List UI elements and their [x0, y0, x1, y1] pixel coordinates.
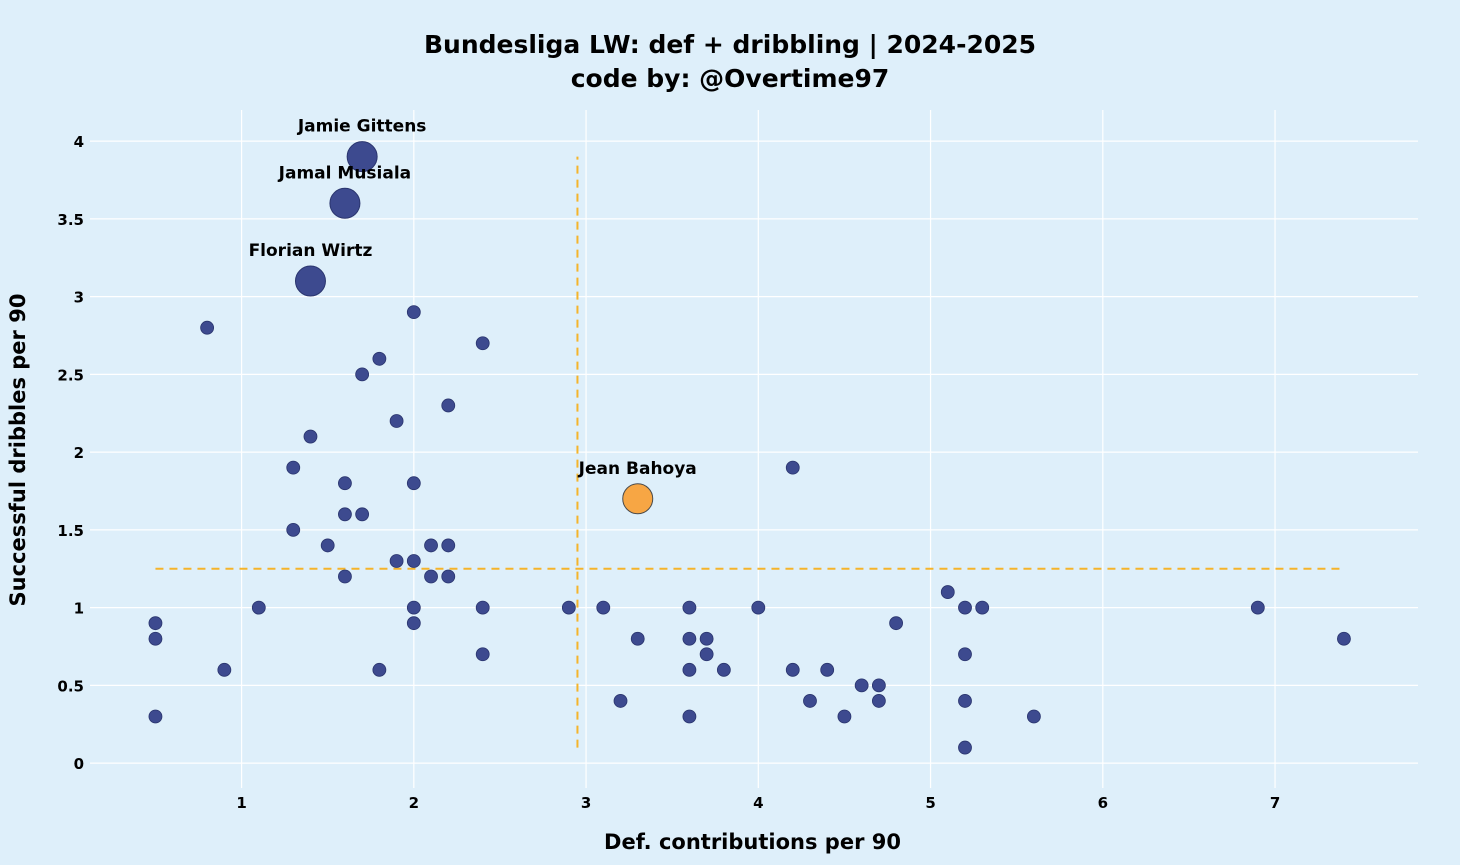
point-label: Jamie Gittens [297, 117, 427, 137]
data-point [837, 709, 852, 724]
data-point [475, 600, 490, 615]
data-point [699, 631, 714, 646]
data-point [785, 662, 800, 677]
y-axis-title: Successful dribbles per 90 [6, 293, 30, 607]
data-point [889, 616, 904, 631]
data-point [1250, 600, 1265, 615]
data-point [699, 647, 714, 662]
labeled-data-point [329, 187, 361, 219]
chart-title: Bundesliga LW: def + dribbling | 2024-20… [423, 30, 1037, 59]
x-tick-label: 5 [925, 794, 935, 812]
data-point [958, 740, 972, 755]
point-label: Florian Wirtz [249, 241, 373, 261]
data-point [682, 709, 697, 724]
x-tick-label: 3 [581, 794, 591, 812]
x-axis-title: Def. contributions per 90 [604, 830, 901, 854]
y-tick-label: 2.5 [57, 366, 84, 384]
y-tick-label: 1 [74, 600, 84, 618]
data-point [406, 600, 421, 615]
labeled-data-point [622, 483, 654, 515]
data-point [372, 351, 387, 366]
data-point [338, 569, 352, 584]
y-tick-label: 0.5 [57, 677, 84, 695]
y-tick-label: 1.5 [57, 522, 84, 540]
data-point [854, 678, 869, 693]
data-point [716, 662, 731, 677]
data-point [803, 694, 817, 708]
y-tick-label: 3 [74, 289, 84, 307]
data-point [958, 600, 972, 615]
data-point [441, 538, 456, 553]
x-tick-label: 1 [236, 794, 246, 812]
data-point [958, 694, 972, 708]
data-point [355, 507, 370, 522]
data-point [424, 569, 438, 584]
data-point [424, 538, 438, 553]
data-point [200, 320, 215, 335]
data-point [596, 600, 611, 615]
x-tick-label: 7 [1270, 794, 1280, 812]
y-tick-label: 3.5 [57, 211, 84, 229]
chart-subtitle: code by: @Overtime97 [570, 64, 890, 93]
data-point [751, 600, 766, 615]
labeled-data-point [294, 265, 326, 297]
y-tick-label: 0 [74, 755, 84, 773]
data-point [251, 600, 266, 615]
data-point [406, 554, 421, 568]
data-point [940, 585, 955, 599]
labeled-data-point [346, 141, 378, 173]
data-point [613, 694, 628, 708]
data-point [389, 414, 404, 428]
data-point [217, 662, 232, 677]
data-point [475, 647, 490, 662]
data-point [561, 600, 576, 615]
data-point [338, 476, 352, 491]
y-tick-label: 2 [74, 444, 84, 462]
data-point [372, 662, 387, 677]
data-point [320, 538, 335, 553]
x-tick-label: 2 [409, 794, 419, 812]
x-tick-label: 6 [1098, 794, 1108, 812]
data-point [406, 476, 421, 491]
data-point [871, 694, 886, 708]
data-point [1337, 631, 1351, 646]
y-tick-label: 4 [74, 133, 84, 151]
data-point [630, 631, 645, 646]
data-point [1026, 709, 1041, 724]
data-point [286, 522, 301, 537]
data-point [338, 507, 352, 522]
data-point [148, 709, 163, 724]
data-point [785, 460, 800, 475]
point-label: Jamal Musiala [278, 163, 411, 183]
data-point [286, 460, 301, 475]
data-point [303, 429, 318, 444]
data-point [406, 616, 421, 631]
point-label: Jean Bahoya [578, 459, 697, 479]
data-point [958, 647, 972, 662]
data-point [682, 631, 697, 646]
data-point [389, 554, 404, 568]
data-point [441, 398, 456, 413]
data-point [406, 305, 421, 320]
data-point [975, 600, 990, 615]
data-point [148, 616, 163, 631]
data-point [441, 569, 456, 584]
data-point [820, 662, 835, 677]
x-tick-label: 4 [753, 794, 763, 812]
data-point [475, 336, 490, 351]
data-point [682, 662, 697, 677]
data-point [148, 631, 163, 646]
data-point [355, 367, 370, 382]
data-point [871, 678, 886, 693]
data-point [682, 600, 697, 615]
